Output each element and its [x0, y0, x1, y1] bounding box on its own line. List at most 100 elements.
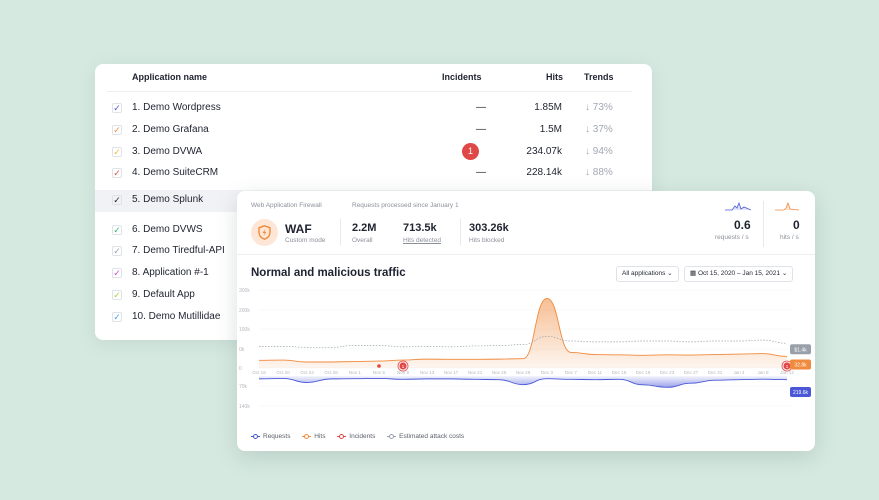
requests-area: [259, 376, 787, 388]
checkbox-checked-icon[interactable]: ✓: [112, 246, 122, 256]
traffic-chart[interactable]: 300k 200k 100k 0k 0 70k 140k Oct 16 Oct 20 Oct 24…: [237, 287, 815, 429]
section-label: Web Application Firewall: [251, 202, 322, 209]
table-row[interactable]: ✓ 6. Demo DVWS: [95, 221, 652, 241]
divider: [460, 219, 461, 245]
checkbox-checked-icon[interactable]: ✓: [112, 195, 122, 205]
y-tick-label: 200k: [239, 308, 250, 314]
table-row[interactable]: ✓ 10. Demo Mutillidae: [95, 308, 652, 328]
header-divider: [237, 254, 815, 255]
app-name[interactable]: 5. Demo Splunk: [132, 194, 204, 205]
chart-title: Normal and malicious traffic: [251, 267, 406, 279]
app-name[interactable]: 4. Demo SuiteCRM: [132, 167, 219, 178]
checkbox-checked-icon[interactable]: ✓: [112, 225, 122, 235]
hits-value: 228.14k: [526, 167, 562, 178]
x-tick-label: Dec 23: [660, 370, 675, 375]
table-row[interactable]: ✓ 1. Demo Wordpress — 1.85M ↓ 73%: [95, 99, 652, 119]
hits-line: [258, 297, 788, 363]
incidents-value: —: [476, 167, 486, 178]
since-label: Requests processed since January 1: [352, 202, 459, 209]
checkbox-checked-icon[interactable]: ✓: [112, 168, 122, 178]
legend-incidents[interactable]: Incidents: [337, 433, 375, 440]
incident-badge[interactable]: 1: [462, 143, 479, 160]
table-row[interactable]: ✓ 7. Demo Tiredful-API: [95, 242, 652, 262]
incident-marker: [783, 362, 791, 370]
incident-marker: [377, 364, 381, 368]
requests-line: [258, 377, 788, 388]
app-name[interactable]: 1. Demo Wordpress: [132, 102, 221, 113]
app-name[interactable]: 10. Demo Mutillidae: [132, 311, 221, 322]
app-name[interactable]: 6. Demo DVWS: [132, 224, 203, 235]
table-row[interactable]: ✓ 4. Demo SuiteCRM — 228.14k ↓ 88%: [95, 164, 652, 184]
hits-detected-link[interactable]: Hits detected: [403, 237, 441, 244]
checkbox-checked-icon[interactable]: ✓: [112, 312, 122, 322]
checkbox-checked-icon[interactable]: ✓: [112, 147, 122, 157]
chart-legend: Requests Hits Incidents Estimated attack…: [251, 433, 474, 440]
table-row[interactable]: ✓ 3. Demo DVWA 1 234.07k ↓ 94%: [95, 143, 652, 163]
divider: [340, 219, 341, 245]
x-tick-label: Oct 16: [252, 370, 266, 375]
overall-value: 2.2M: [352, 222, 377, 234]
header-divider: [107, 91, 632, 92]
applications-filter-dropdown[interactable]: All applications ⌄: [616, 266, 679, 282]
requests-per-second-value: 0.6: [734, 218, 751, 232]
date-range-dropdown[interactable]: ▦ Oct 15, 2020 – Jan 15, 2021 ⌄: [684, 266, 794, 282]
hits-per-second-value: 0: [793, 218, 800, 232]
chevron-down-icon: ⌄: [781, 270, 788, 277]
col-trends[interactable]: Trends: [584, 72, 614, 82]
x-tick-label: Jan 8: [757, 370, 769, 375]
table-row[interactable]: ✓ 9. Default App: [95, 286, 652, 306]
requests-end-label: 219.6k: [793, 390, 809, 396]
app-name[interactable]: 3. Demo DVWA: [132, 146, 203, 157]
incident-label: 1: [786, 364, 789, 369]
col-incidents[interactable]: Incidents: [442, 72, 482, 82]
x-tick-label: Nov 29: [516, 370, 531, 375]
costs-end-label: $1.4k: [794, 347, 807, 353]
table-row[interactable]: ✓ 2. Demo Grafana — 1.5M ↓ 37%: [95, 121, 652, 141]
app-name[interactable]: 8. Application #-1: [132, 267, 209, 278]
hits-detected-value: 713.5k: [403, 222, 437, 234]
x-tick-label: Nov 17: [444, 370, 459, 375]
legend-hits[interactable]: Hits: [302, 433, 325, 440]
legend-requests[interactable]: Requests: [251, 433, 290, 440]
app-name[interactable]: 7. Demo Tiredful-API: [132, 245, 225, 256]
hits-end-label: 32.8k: [794, 362, 807, 368]
x-tick-label: Nov 5: [373, 370, 385, 375]
hits-sparkline: [775, 201, 799, 211]
checkbox-checked-icon[interactable]: ✓: [112, 125, 122, 135]
applications-filter-label: All applications: [622, 270, 666, 277]
costs-end-label-bg: [790, 344, 811, 355]
requests-sparkline: [725, 201, 751, 211]
x-tick-label: Jan 12: [780, 370, 794, 375]
y-tick-label: 0: [239, 366, 242, 372]
y-tick-label: 100k: [239, 327, 250, 333]
x-tick-label: Dec 15: [612, 370, 627, 375]
x-tick-label: Dec 27: [684, 370, 699, 375]
hits-blocked-value: 303.26k: [469, 222, 509, 234]
hits-value: 1.85M: [534, 102, 562, 113]
waf-mode: Custom mode: [285, 237, 326, 244]
costs-line: [259, 336, 788, 348]
col-hits[interactable]: Hits: [546, 72, 564, 82]
incidents-value: —: [476, 124, 486, 135]
hits-value: 1.5M: [539, 124, 562, 135]
checkbox-checked-icon[interactable]: ✓: [112, 268, 122, 278]
x-tick-label: Dec 11: [588, 370, 603, 375]
checkbox-checked-icon[interactable]: ✓: [112, 103, 122, 113]
waf-name[interactable]: WAF: [285, 222, 312, 236]
hits-blocked-label: Hits blocked: [469, 237, 505, 244]
chevron-down-icon: ⌄: [667, 270, 673, 277]
table-row[interactable]: ✓ 8. Application #-1: [95, 264, 652, 284]
x-tick-label: Nov 9: [397, 370, 409, 375]
checkbox-checked-icon[interactable]: ✓: [112, 290, 122, 300]
divider: [763, 201, 764, 247]
y-tick-label: 140k: [239, 404, 250, 410]
y-tick-label: 300k: [239, 288, 250, 294]
y-tick-label: 70k: [239, 384, 248, 390]
legend-costs[interactable]: Estimated attack costs: [387, 433, 464, 440]
app-name[interactable]: 9. Default App: [132, 289, 195, 300]
app-name[interactable]: 2. Demo Grafana: [132, 124, 209, 135]
col-application-name[interactable]: Application name: [132, 72, 208, 82]
x-tick-label: Dec 31: [708, 370, 723, 375]
x-tick-label: Nov 13: [420, 370, 435, 375]
x-tick-label: Oct 20: [276, 370, 290, 375]
